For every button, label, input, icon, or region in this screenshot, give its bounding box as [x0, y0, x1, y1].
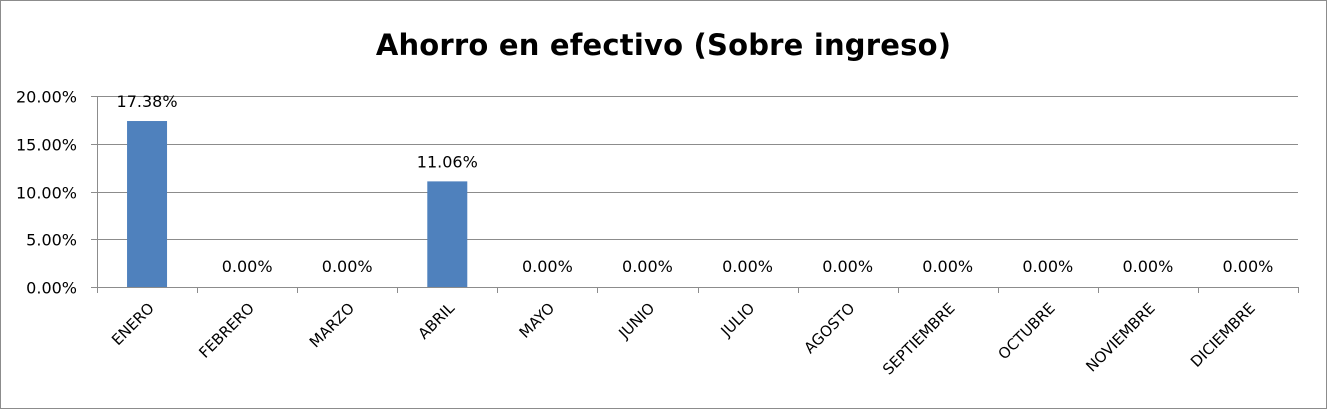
- chart-title: Ahorro en efectivo (Sobre ingreso): [375, 28, 952, 62]
- data-label-noviembre: 0.00%: [1122, 257, 1173, 276]
- x-tick-label-agosto: AGOSTO: [801, 299, 859, 357]
- x-tick-label-mayo: MAYO: [516, 299, 559, 342]
- x-tick-label-octubre: OCTUBRE: [995, 299, 1059, 363]
- x-tick-label-julio: JULIO: [717, 299, 759, 341]
- y-tick-label-0: 0.00%: [26, 279, 77, 298]
- data-label-febrero: 0.00%: [222, 257, 273, 276]
- x-tick-label-diciembre: DICIEMBRE: [1187, 299, 1259, 371]
- x-tick-label-marzo: MARZO: [306, 299, 358, 351]
- x-tick-label-febrero: FEBRERO: [195, 299, 258, 362]
- bar-enero: [127, 121, 168, 288]
- data-label-mayo: 0.00%: [522, 257, 573, 276]
- data-label-octubre: 0.00%: [1022, 257, 1073, 276]
- y-tick-label-2: 10.00%: [16, 184, 77, 203]
- data-label-junio: 0.00%: [622, 257, 673, 276]
- x-tick-label-enero: ENERO: [108, 299, 158, 349]
- x-tick-label-abril: ABRIL: [414, 299, 458, 343]
- bar-abril: [427, 181, 468, 287]
- x-tick-label-noviembre: NOVIEMBRE: [1082, 299, 1158, 375]
- y-tick-label-1: 5.00%: [26, 231, 77, 250]
- data-label-diciembre: 0.00%: [1223, 257, 1274, 276]
- data-label-agosto: 0.00%: [822, 257, 873, 276]
- y-tick-label-3: 15.00%: [16, 136, 77, 155]
- x-tick-label-septiembre: SEPTIEMBRE: [879, 299, 958, 378]
- data-label-julio: 0.00%: [722, 257, 773, 276]
- x-tick-label-junio: JUNIO: [615, 299, 659, 343]
- data-label-abril: 11.06%: [417, 152, 478, 171]
- data-label-marzo: 0.00%: [322, 257, 373, 276]
- data-label-enero: 17.38%: [117, 92, 178, 111]
- y-tick-label-4: 20.00%: [16, 88, 77, 107]
- data-label-septiembre: 0.00%: [922, 257, 973, 276]
